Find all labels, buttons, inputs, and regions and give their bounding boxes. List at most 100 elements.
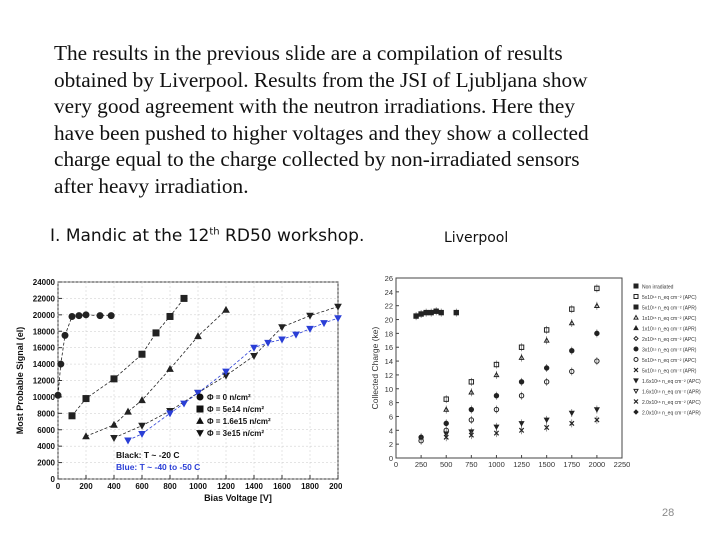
data-point [82, 311, 90, 319]
legend-label: Φ = 3e15 n/cm² [207, 429, 264, 438]
y-tick-label: 8 [389, 399, 393, 408]
data-point [438, 309, 444, 316]
data-point [453, 309, 459, 316]
data-point [138, 350, 146, 358]
caption-mandic-sup: th [209, 226, 220, 238]
x-tick-label: 2000 [329, 482, 342, 491]
data-point [593, 302, 600, 308]
x-tick-label: 2250 [614, 460, 631, 468]
data-point [468, 389, 475, 395]
data-point [250, 344, 258, 352]
y-tick-label: 0 [51, 475, 56, 484]
data-point [594, 358, 600, 364]
chart-jsi-signal: 0200040006000800010000120001400016000180… [15, 278, 342, 503]
legend-marker [633, 357, 639, 362]
x-tick-label: 0 [394, 460, 398, 468]
x-tick-label: 250 [415, 460, 428, 468]
data-point [568, 319, 575, 326]
y-tick-label: 22000 [33, 294, 56, 303]
legend-marker [633, 335, 639, 342]
data-point [152, 329, 160, 337]
legend-label: 3x10¹⁵ n_eq cm⁻² (APR) [642, 348, 697, 354]
legend-label: Φ = 1.6e15 n/cm² [207, 417, 271, 426]
data-point [569, 306, 575, 312]
legend-label: 2.0x10¹⁶ n_eq cm⁻² (APC) [642, 400, 701, 406]
series-line [57, 314, 112, 396]
data-point [68, 312, 76, 320]
data-point [110, 375, 118, 383]
data-point [493, 424, 500, 431]
data-point [124, 437, 132, 445]
data-point [418, 437, 424, 444]
x-tick-label: 1400 [245, 482, 263, 491]
data-point [107, 312, 115, 320]
legend-marker [633, 346, 639, 352]
paragraph-line: obtained by Liverpool. Results from the … [54, 67, 588, 92]
data-point [264, 339, 272, 347]
data-point [166, 410, 174, 418]
paragraph-line: very good agreement with the neutron irr… [54, 94, 576, 118]
y-tick-label: 10 [385, 385, 393, 394]
caption-mandic-post: RD50 workshop. [219, 226, 365, 246]
data-point [543, 365, 550, 371]
y-tick-label: 20000 [33, 311, 56, 320]
data-point [518, 379, 525, 385]
y-tick-label: 24 [385, 288, 393, 297]
x-tick-label: 600 [135, 482, 149, 491]
data-point [222, 368, 230, 376]
y-tick-label: 4000 [37, 442, 55, 451]
x-tick-label: 1250 [513, 460, 530, 468]
data-point [61, 331, 69, 339]
data-point [594, 417, 600, 423]
data-point [544, 424, 550, 431]
plot-frame [395, 277, 623, 459]
data-point [594, 285, 600, 292]
data-point [443, 406, 450, 412]
data-point [124, 407, 132, 415]
legend-marker [196, 405, 204, 413]
data-point [569, 420, 575, 427]
data-point [518, 427, 525, 433]
legend-marker [633, 378, 639, 384]
y-tick-label: 12000 [33, 377, 56, 386]
y-tick-label: 22 [385, 302, 393, 311]
data-point [166, 312, 174, 320]
x-tick-label: 500 [440, 460, 453, 468]
legend-marker [196, 416, 204, 424]
y-tick-label: 16000 [33, 344, 56, 353]
x-tick-label: 1500 [538, 460, 555, 468]
data-point [543, 379, 550, 385]
legend-label: Non irradiated [642, 285, 674, 291]
data-point [518, 344, 525, 350]
data-point [292, 331, 300, 339]
legend-marker [633, 314, 639, 320]
data-point [518, 392, 525, 399]
legend-label: 1x10¹⁵ n_eq cm⁻² (APR) [642, 327, 697, 333]
data-point [110, 435, 118, 442]
paragraph-line: after heavy irradiation. [54, 173, 249, 198]
paragraph-line: have been pushed to higher voltages and … [54, 120, 589, 145]
data-point [493, 392, 500, 399]
data-point [518, 354, 525, 360]
y-axis-label: Collected Charge (ke) [370, 326, 380, 409]
data-point [493, 361, 500, 368]
y-tick-label: 12 [385, 371, 393, 380]
y-tick-label: 10000 [33, 393, 56, 402]
data-point [278, 324, 286, 332]
series-line [113, 306, 339, 439]
legend-label: 1.6x10¹⁶ n_eq cm⁻² (APC) [642, 379, 701, 385]
y-tick-label: 6 [389, 412, 393, 421]
x-tick-label: 1750 [563, 460, 580, 468]
data-point [320, 320, 328, 328]
data-point [568, 410, 575, 417]
legend-marker [633, 283, 639, 289]
data-point [194, 389, 202, 397]
data-point [493, 371, 500, 378]
data-point [493, 406, 500, 413]
y-tick-label: 18 [385, 329, 393, 338]
data-point [423, 309, 429, 316]
data-point [180, 400, 188, 408]
y-tick-label: 2 [389, 440, 393, 449]
y-tick-label: 24000 [33, 278, 56, 287]
data-point [443, 396, 449, 402]
